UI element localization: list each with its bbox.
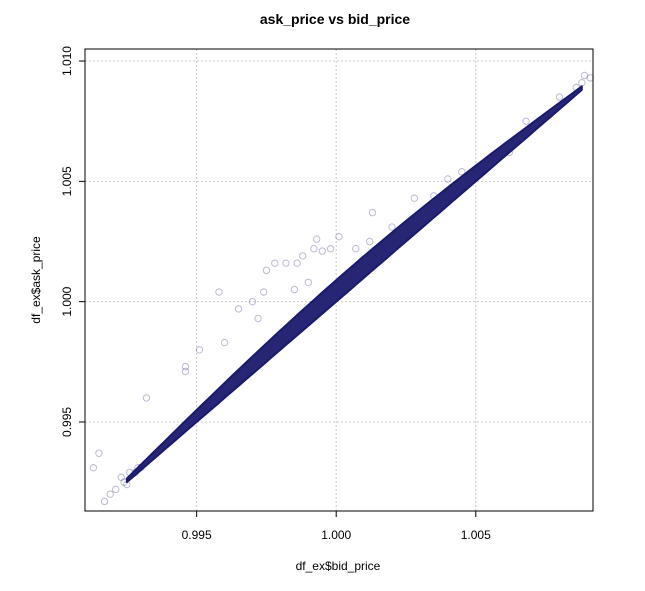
data-point [318,247,326,255]
data-point [131,468,139,477]
data-point [134,463,142,472]
y-axis: 0.995 1.000 1.005 1.010 [60,46,85,437]
data-point [234,305,243,313]
data-points [89,71,594,506]
data-point [578,78,586,87]
y-tick-label: 1.005 [60,166,74,196]
data-point [259,288,268,296]
data-point [304,278,312,287]
x-axis-title: df_ex$bid_price [296,559,381,573]
x-axis: 0.995 1.000 1.005 [182,511,491,542]
data-point [580,71,589,80]
data-point [388,223,396,231]
data-point [458,168,466,176]
data-point [282,259,290,267]
data-point [430,192,438,200]
data-point [100,497,109,506]
dense-band [125,85,583,484]
data-point [555,93,564,101]
data-point [120,478,128,486]
data-point [352,245,360,253]
chart-title: ask_price vs bid_price [260,11,410,27]
y-axis-title: df_ex$ask_price [29,236,43,324]
data-point [505,148,513,157]
data-point [117,473,125,482]
data-point [271,259,279,267]
data-point [181,362,190,371]
data-point [335,232,343,241]
y-tick-label: 1.010 [60,46,74,76]
plot-frame [84,48,594,512]
data-point [572,83,580,92]
data-point [125,468,134,477]
data-point [522,117,530,125]
x-tick-label: 1.005 [461,528,491,542]
grid-lines [85,49,593,511]
data-point [254,314,262,323]
data-point [293,259,301,267]
data-point [142,394,151,402]
data-point [290,285,299,294]
y-tick-label: 1.000 [60,286,74,316]
data-point [444,175,452,183]
data-point [220,338,229,347]
data-point [326,245,335,253]
data-point [312,235,321,243]
x-tick-label: 1.000 [321,528,351,542]
data-point [410,194,419,202]
data-point [181,367,190,376]
data-point [89,463,98,472]
data-point [310,245,318,253]
data-point [368,208,377,217]
data-point [215,288,223,296]
data-point [472,165,480,174]
y-tick-label: 0.995 [60,407,74,437]
data-point [262,266,271,275]
data-point [248,297,257,306]
data-point [299,252,307,260]
main-data-band [125,85,583,484]
x-tick-label: 0.995 [182,528,212,542]
data-point [366,237,374,246]
data-point [137,463,145,472]
data-point [195,346,204,354]
data-point [123,480,131,489]
data-point [106,490,114,498]
data-point [112,485,120,494]
data-point [95,449,103,457]
